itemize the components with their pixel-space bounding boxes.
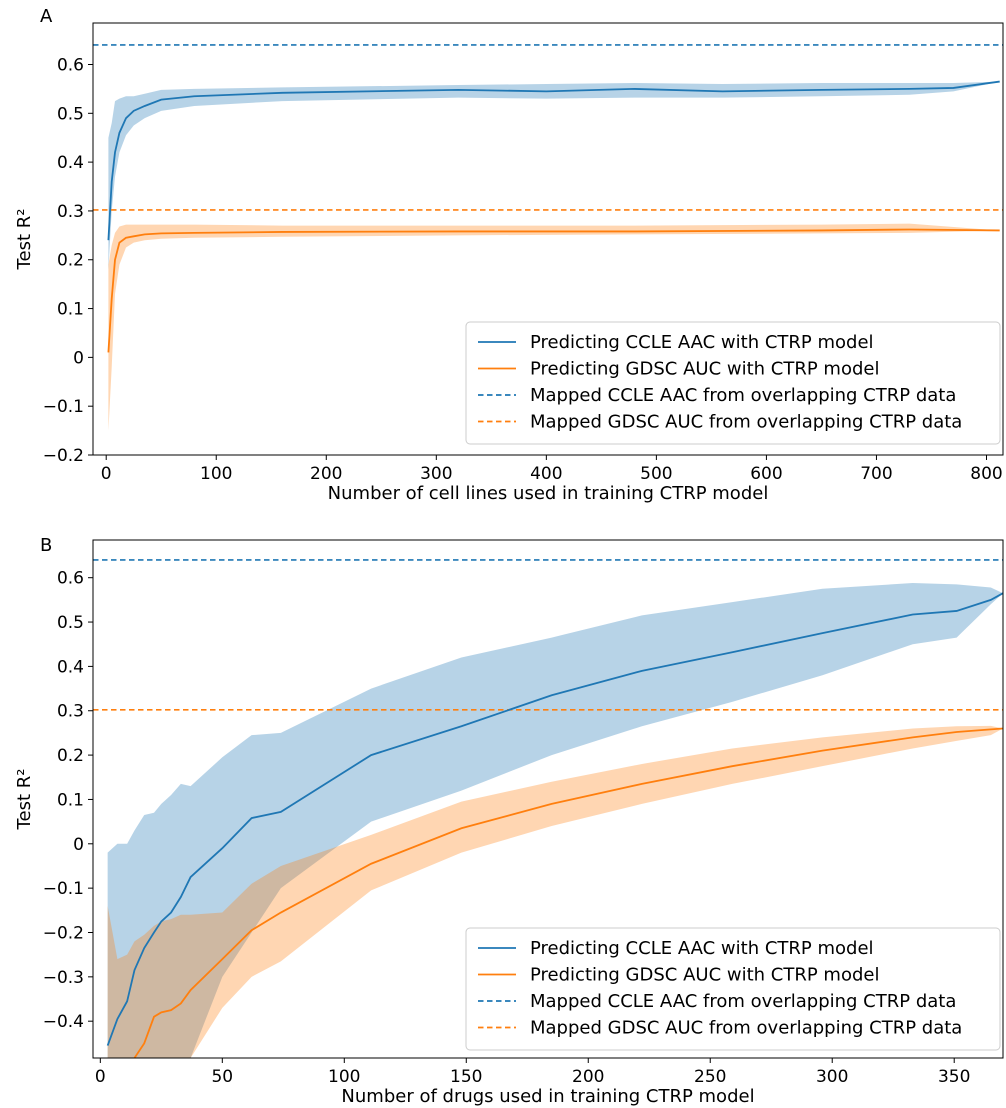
- x-tick-label: 350: [938, 1067, 970, 1087]
- x-tick-label: 200: [572, 1067, 604, 1087]
- x-tick-label: 300: [816, 1067, 848, 1087]
- legend: Predicting CCLE AAC with CTRP model Predi…: [465, 927, 1001, 1051]
- x-tick-label: 50: [211, 1067, 233, 1087]
- legend-label: Predicting GDSC AUC with CTRP model: [530, 359, 879, 380]
- y-tick-label: 0: [73, 348, 84, 368]
- y-tick-label: 0.5: [57, 613, 84, 633]
- legend-label: Mapped GDSC AUC from overlapping CTRP da…: [530, 412, 962, 433]
- axes-frame: [92, 22, 1004, 456]
- legend-frame: [465, 321, 1001, 445]
- x-tick-label: 600: [750, 464, 782, 484]
- plot-area: [93, 44, 1003, 431]
- x-tick-label: 100: [328, 1067, 360, 1087]
- x-tick-label: 150: [450, 1067, 482, 1087]
- y-axis-title: Test R²: [14, 769, 35, 831]
- y-tick-label: 0.6: [57, 569, 84, 589]
- series-1-line: [133, 727, 1003, 1058]
- y-tick-label: 0.4: [57, 153, 84, 173]
- series-0-band: [108, 81, 1000, 270]
- legend: Predicting CCLE AAC with CTRP model Predi…: [465, 321, 1001, 445]
- y-tick-label: −0.4: [43, 1012, 84, 1032]
- y-tick-label: 0.6: [57, 55, 84, 75]
- series-0-band: [107, 583, 1003, 1058]
- panel-b: 0 50 100 150 200 250 300 350 −0.4 −0.3 −0.2 −0.1 0 0.…: [14, 535, 1004, 1107]
- x-tick-label: 500: [640, 464, 672, 484]
- legend-label: Mapped CCLE AAC from overlapping CTRP da…: [530, 385, 956, 406]
- x-tick-label: 0: [101, 464, 112, 484]
- legend-item: Predicting GDSC AUC with CTRP model: [478, 359, 879, 380]
- plot-area: [93, 559, 1003, 1058]
- series-1-band: [107, 725, 1003, 1058]
- y-tick-label: 0.2: [57, 251, 84, 271]
- x-tick-label: 300: [420, 464, 452, 484]
- y-tick-label: 0.1: [57, 790, 84, 810]
- legend-label: Mapped CCLE AAC from overlapping CTRP da…: [530, 991, 956, 1012]
- x-tick-label: 100: [200, 464, 232, 484]
- x-axis-title: Number of drugs used in training CTRP mo…: [341, 1086, 754, 1107]
- legend-item: Mapped GDSC AUC from overlapping CTRP da…: [478, 1018, 962, 1039]
- legend-item: Predicting CCLE AAC with CTRP model: [478, 332, 874, 353]
- legend-label: Mapped GDSC AUC from overlapping CTRP da…: [530, 1018, 962, 1039]
- x-tick-label: 0: [95, 1067, 106, 1087]
- y-axis-title: Test R²: [14, 209, 35, 271]
- y-tick-label: −0.2: [43, 923, 84, 943]
- y-tick-label: 0.4: [57, 657, 84, 677]
- y-tick-label: 0.1: [57, 300, 84, 320]
- legend-item: Mapped CCLE AAC from overlapping CTRP da…: [478, 991, 956, 1012]
- legend-item: Predicting GDSC AUC with CTRP model: [478, 965, 879, 986]
- y-tick-label: −0.2: [43, 446, 84, 466]
- y-tick-label: 0.2: [57, 746, 84, 766]
- series-0-line: [106, 592, 1003, 1046]
- legend-item: Predicting CCLE AAC with CTRP model: [478, 938, 874, 959]
- series-0-line: [107, 80, 1000, 241]
- x-tick-label: 800: [970, 464, 1002, 484]
- panel-letter: A: [40, 6, 53, 27]
- x-tick-label: 200: [310, 464, 342, 484]
- x-tick-label: 700: [860, 464, 892, 484]
- y-tick-label: −0.1: [43, 879, 84, 899]
- panel-letter: B: [40, 535, 52, 556]
- x-axis-title: Number of cell lines used in training CT…: [328, 483, 769, 504]
- panel-a: 0 100 200 300 400 500 600 700 800 −0.2 −0.1 0 0.1 0.2…: [14, 6, 1004, 504]
- legend-item: Mapped GDSC AUC from overlapping CTRP da…: [478, 412, 962, 433]
- legend-label: Predicting CCLE AAC with CTRP model: [530, 332, 874, 353]
- x-tick-label: 400: [530, 464, 562, 484]
- series-1-line: [107, 228, 1000, 353]
- legend-frame: [465, 927, 1001, 1051]
- y-tick-label: 0.3: [57, 702, 84, 722]
- y-tick-label: −0.1: [43, 397, 84, 417]
- legend-item: Mapped CCLE AAC from overlapping CTRP da…: [478, 385, 956, 406]
- legend-label: Predicting GDSC AUC with CTRP model: [530, 965, 879, 986]
- legend-label: Predicting CCLE AAC with CTRP model: [530, 938, 874, 959]
- x-tick-label: 250: [694, 1067, 726, 1087]
- y-tick-label: 0.3: [57, 202, 84, 222]
- y-tick-label: −0.3: [43, 968, 84, 988]
- y-tick-label: 0.5: [57, 104, 84, 124]
- y-tick-label: 0: [73, 835, 84, 855]
